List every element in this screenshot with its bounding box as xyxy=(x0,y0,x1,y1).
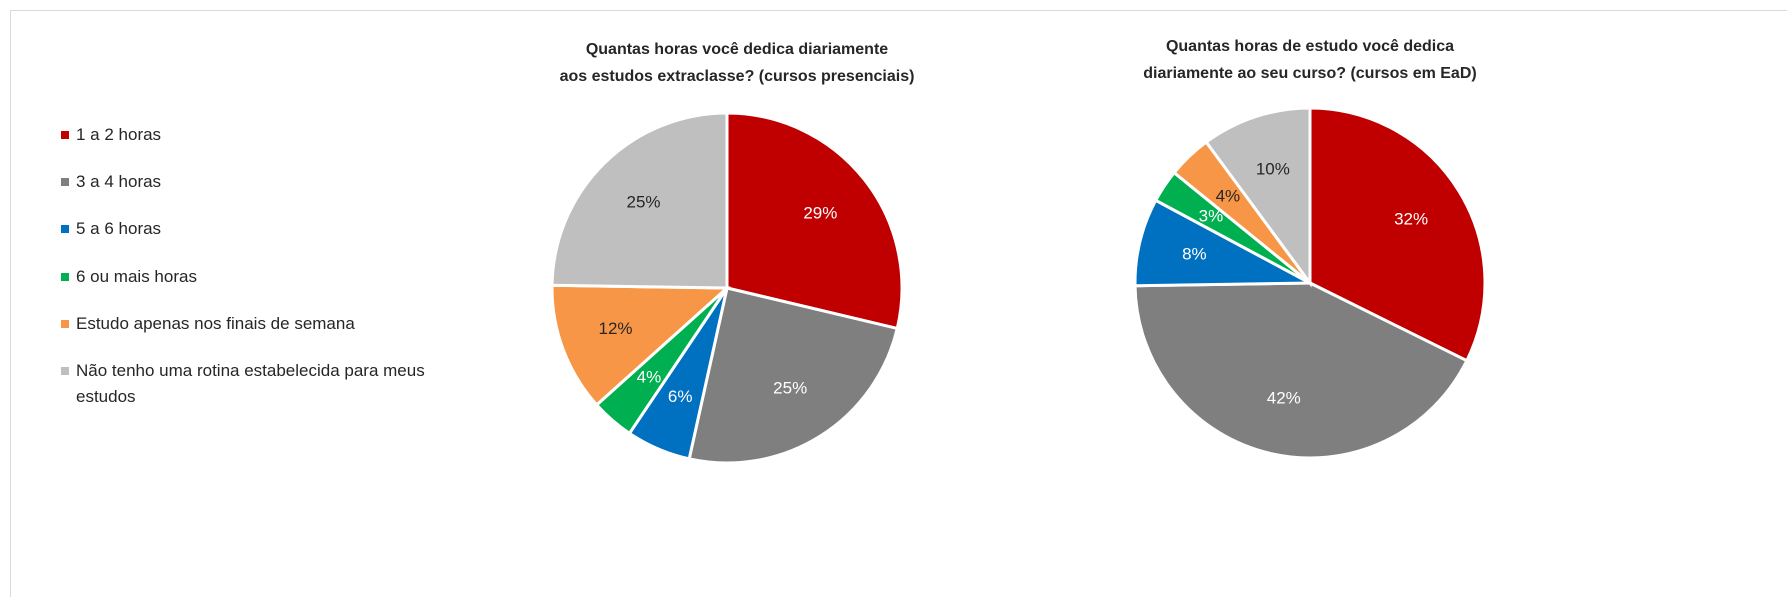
chart-title: Quantas horas de estudo você dedica xyxy=(1166,38,1454,55)
legend-label: Estudo apenas nos finais de semana xyxy=(76,314,355,333)
data-label: 29% xyxy=(803,204,837,223)
legend-item: 5 a 6 horas xyxy=(61,216,426,242)
legend-label: 6 ou mais horas xyxy=(76,267,197,286)
legend-swatch xyxy=(61,225,69,233)
legend-item: Não tenho uma rotina estabelecida para m… xyxy=(61,358,426,410)
data-label: 25% xyxy=(626,193,660,212)
legend-item: Estudo apenas nos finais de semana xyxy=(61,311,426,337)
pie-slice xyxy=(1204,106,1312,288)
data-label: 32% xyxy=(1394,210,1428,229)
legend: 1 a 2 horas 3 a 4 horas 5 a 6 horas 6 ou ma… xyxy=(40,122,438,408)
chart-frame xyxy=(10,10,1787,597)
legend-label: 5 a 6 horas xyxy=(76,219,162,238)
legend-label: 1 a 2 horas xyxy=(76,125,162,144)
data-label: 4% xyxy=(637,367,662,386)
legend-item: 1 a 2 horas xyxy=(61,122,426,148)
data-label: 10% xyxy=(1256,159,1290,178)
legend-label: 3 a 4 horas xyxy=(76,172,162,191)
data-label: 4% xyxy=(1216,186,1241,205)
chart-title: aos estudos extraclasse? (cursos presenc… xyxy=(560,68,915,85)
chart-title: Quantas horas você dedica diariamente xyxy=(586,41,888,58)
pie-slice xyxy=(725,111,904,331)
chart-title: diariamente ao seu curso? (cursos em EaD… xyxy=(1143,65,1476,82)
data-label: 25% xyxy=(773,378,807,397)
legend-label: Não tenho uma rotina estabelecida para m… xyxy=(76,361,425,406)
pie-slice xyxy=(550,283,731,407)
legend-swatch xyxy=(61,273,69,281)
data-label: 3% xyxy=(1199,207,1224,226)
legend-swatch xyxy=(61,178,69,186)
data-label: 12% xyxy=(599,319,633,338)
legend-swatch xyxy=(61,367,69,375)
pie-slice xyxy=(687,286,900,465)
legend-item: 6 ou mais horas xyxy=(61,264,426,290)
pie-slice xyxy=(1133,198,1316,288)
data-label: 8% xyxy=(1182,244,1207,263)
pie-slice xyxy=(1308,106,1487,363)
data-label: 42% xyxy=(1267,389,1301,408)
pie-slice xyxy=(550,111,729,290)
legend-swatch xyxy=(61,320,69,328)
legend-item: 3 a 4 horas xyxy=(61,169,426,195)
pie-slice xyxy=(1133,281,1469,460)
legend-swatch xyxy=(61,131,69,139)
data-label: 6% xyxy=(668,387,693,406)
